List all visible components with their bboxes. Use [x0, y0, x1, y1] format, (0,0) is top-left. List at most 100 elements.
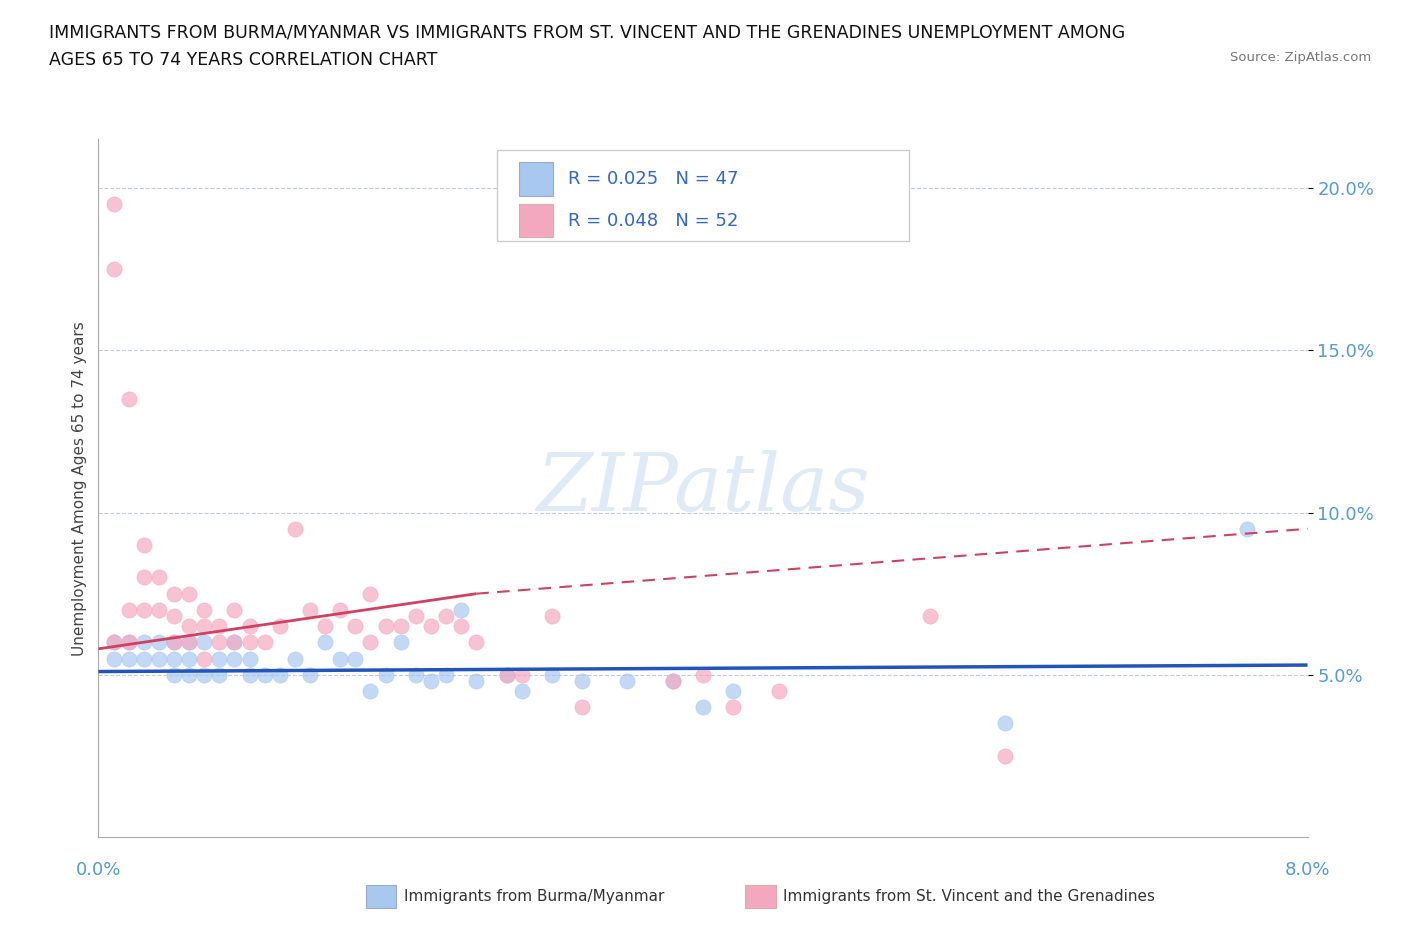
Point — [239, 651, 262, 666]
Point — [193, 618, 215, 633]
Point — [374, 668, 396, 683]
Point — [208, 651, 231, 666]
Text: IMMIGRANTS FROM BURMA/MYANMAR VS IMMIGRANTS FROM ST. VINCENT AND THE GRENADINES : IMMIGRANTS FROM BURMA/MYANMAR VS IMMIGRA… — [49, 23, 1125, 41]
Point — [692, 668, 714, 683]
Point — [661, 674, 683, 689]
Point — [269, 618, 291, 633]
Point — [179, 651, 201, 666]
Point — [692, 699, 714, 714]
Point — [495, 668, 517, 683]
Text: 0.0%: 0.0% — [76, 860, 121, 879]
Point — [405, 609, 427, 624]
Point — [224, 635, 246, 650]
Point — [329, 603, 352, 618]
Text: AGES 65 TO 74 YEARS CORRELATION CHART: AGES 65 TO 74 YEARS CORRELATION CHART — [49, 51, 437, 69]
Point — [405, 668, 427, 683]
Point — [163, 651, 186, 666]
Point — [284, 651, 307, 666]
Point — [179, 618, 201, 633]
Point — [571, 674, 593, 689]
Point — [434, 609, 457, 624]
FancyBboxPatch shape — [498, 150, 908, 241]
Point — [269, 668, 291, 683]
Point — [103, 262, 125, 277]
Point — [118, 635, 141, 650]
Point — [193, 668, 215, 683]
Point — [510, 668, 533, 683]
Point — [132, 538, 155, 552]
Point — [344, 651, 367, 666]
Point — [359, 586, 381, 601]
Point — [918, 609, 941, 624]
Point — [193, 603, 215, 618]
Point — [224, 635, 246, 650]
Point — [723, 699, 745, 714]
Point — [148, 651, 170, 666]
Point — [103, 635, 125, 650]
Point — [540, 668, 562, 683]
Point — [118, 603, 141, 618]
Point — [419, 674, 441, 689]
Text: R = 0.048   N = 52: R = 0.048 N = 52 — [568, 212, 738, 230]
Text: 8.0%: 8.0% — [1285, 860, 1330, 879]
Point — [994, 749, 1017, 764]
Point — [148, 635, 170, 650]
Point — [224, 651, 246, 666]
Point — [179, 586, 201, 601]
Point — [163, 668, 186, 683]
Point — [179, 668, 201, 683]
Point — [510, 684, 533, 698]
Point — [148, 570, 170, 585]
Point — [118, 635, 141, 650]
Point — [314, 618, 336, 633]
FancyBboxPatch shape — [519, 162, 553, 195]
Point — [419, 618, 441, 633]
Point — [994, 716, 1017, 731]
Point — [253, 635, 276, 650]
Point — [344, 618, 367, 633]
Point — [434, 668, 457, 683]
Point — [465, 674, 488, 689]
Point — [208, 618, 231, 633]
Point — [239, 618, 262, 633]
Point — [224, 603, 246, 618]
Point — [132, 651, 155, 666]
Point — [253, 668, 276, 683]
Point — [163, 635, 186, 650]
Point — [723, 684, 745, 698]
Point — [118, 651, 141, 666]
Point — [359, 635, 381, 650]
Point — [571, 699, 593, 714]
Point — [193, 635, 215, 650]
Text: Immigrants from St. Vincent and the Grenadines: Immigrants from St. Vincent and the Gren… — [783, 889, 1156, 904]
Y-axis label: Unemployment Among Ages 65 to 74 years: Unemployment Among Ages 65 to 74 years — [72, 321, 87, 656]
Point — [163, 609, 186, 624]
Point — [374, 618, 396, 633]
Point — [208, 635, 231, 650]
Point — [179, 635, 201, 650]
Point — [103, 651, 125, 666]
Text: Source: ZipAtlas.com: Source: ZipAtlas.com — [1230, 51, 1371, 64]
Text: R = 0.025   N = 47: R = 0.025 N = 47 — [568, 170, 738, 188]
Point — [389, 635, 412, 650]
Point — [118, 392, 141, 406]
Point — [495, 668, 517, 683]
Point — [284, 522, 307, 537]
Point — [314, 635, 336, 650]
Point — [299, 668, 322, 683]
Point — [148, 603, 170, 618]
Point — [616, 674, 638, 689]
Point — [103, 197, 125, 212]
Text: ZIPatlas: ZIPatlas — [536, 449, 870, 527]
Point — [540, 609, 562, 624]
Point — [450, 618, 472, 633]
Point — [389, 618, 412, 633]
Point — [450, 603, 472, 618]
Point — [329, 651, 352, 666]
Point — [465, 635, 488, 650]
Point — [179, 635, 201, 650]
Point — [239, 668, 262, 683]
Point — [1236, 522, 1258, 537]
Point — [132, 635, 155, 650]
Point — [299, 603, 322, 618]
